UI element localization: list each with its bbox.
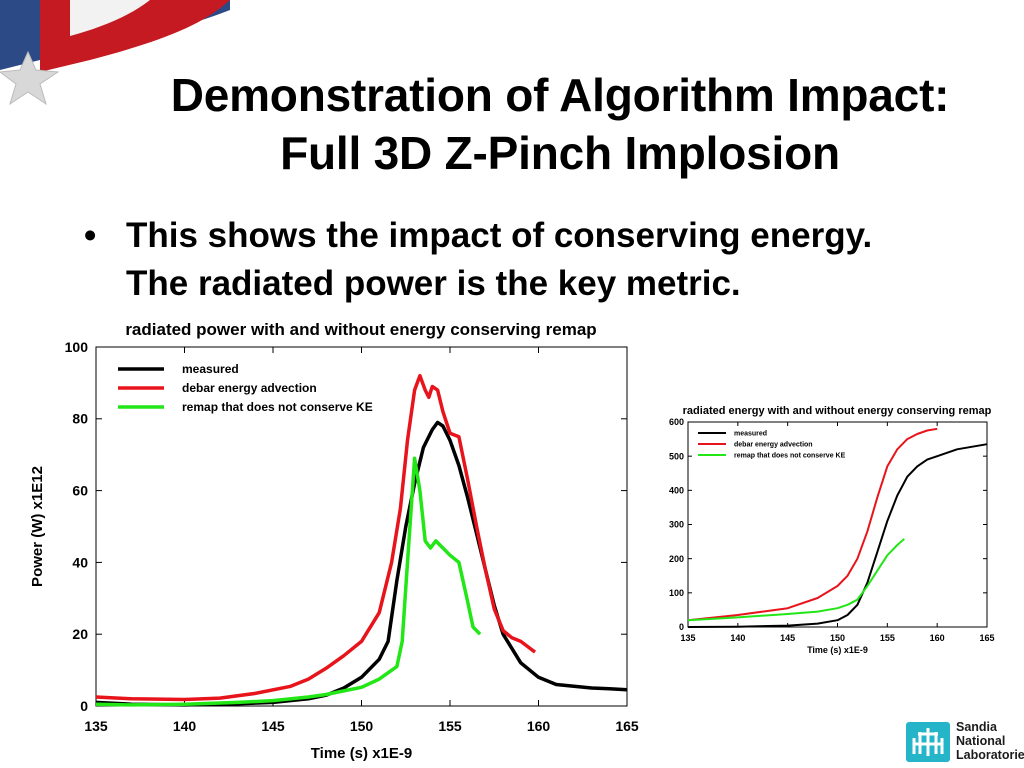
x-tick-label: 165 (615, 718, 639, 734)
x-tick-label: 160 (527, 718, 551, 734)
x-tick-label: 140 (173, 718, 197, 734)
y-tick-label: 100 (669, 588, 684, 598)
x-tick-label: 150 (830, 633, 845, 643)
y-tick-label: 100 (65, 339, 89, 355)
x-tick-label: 165 (979, 633, 994, 643)
sandia-logo: Sandia National Laboratories (906, 718, 1024, 768)
series-line-3 (95, 456, 482, 707)
y-tick-label: 200 (669, 554, 684, 564)
chart-title: radiated energy with and without energy … (683, 405, 992, 417)
y-tick-label: 300 (669, 520, 684, 530)
bullet-text: This shows the impact of conserving ener… (126, 212, 1006, 308)
x-tick-label: 145 (261, 718, 285, 734)
banner-white-stripe (70, 0, 150, 36)
banner-red-stripe (40, 0, 230, 72)
plot-frame (687, 421, 988, 628)
slide-title-line-2: Full 3D Z-Pinch Implosion (280, 127, 840, 179)
x-tick-label: 155 (438, 718, 462, 734)
x-tick-label: 160 (930, 633, 945, 643)
legend-label: measured (182, 362, 239, 376)
flag-banner-graphic (0, 0, 230, 106)
slide-title-line-1: Demonstration of Algorithm Impact: (170, 69, 950, 121)
y-tick-label: 0 (679, 622, 684, 632)
y-tick-label: 0 (80, 698, 88, 714)
y-tick-label: 80 (72, 411, 88, 427)
x-tick-label: 155 (880, 633, 895, 643)
legend-label: debar energy advection (734, 441, 813, 448)
y-axis-label: Power (W) x1E12 (29, 466, 46, 587)
x-axis-label: Time (s) x1E-9 (311, 745, 412, 762)
slide-title: Demonstration of Algorithm Impact: Full … (60, 66, 1024, 182)
star-icon (0, 50, 60, 106)
legend-label: remap that does not conserve KE (182, 400, 373, 414)
logo-line-2: National (956, 734, 1006, 748)
sandia-thunderbird-icon (906, 722, 950, 762)
y-tick-label: 20 (72, 626, 88, 642)
y-tick-label: 40 (72, 554, 88, 570)
y-tick-label: 600 (669, 417, 684, 427)
series-line-2 (95, 373, 537, 702)
bullet-line-2: The radiated power is the key metric. (126, 264, 741, 303)
series-line-3 (687, 538, 905, 622)
logo-line-3: Laboratories (956, 748, 1024, 762)
logo-line-1: Sandia (956, 720, 997, 734)
chart-title: radiated power with and without energy c… (125, 320, 596, 339)
y-tick-label: 400 (669, 485, 684, 495)
legend-label: remap that does not conserve KE (734, 452, 846, 459)
legend-label: measured (734, 430, 767, 437)
x-tick-label: 135 (680, 633, 695, 643)
legend-label: debar energy advection (182, 381, 317, 395)
x-tick-label: 150 (350, 718, 374, 734)
x-tick-label: 135 (84, 718, 108, 734)
series-line-1 (687, 443, 988, 628)
bullet-line-1: This shows the impact of conserving ener… (126, 216, 873, 255)
x-tick-label: 140 (730, 633, 745, 643)
x-tick-label: 145 (780, 633, 795, 643)
sandia-logo-text: Sandia National Laboratories (956, 720, 1024, 762)
y-tick-label: 60 (72, 483, 88, 499)
y-tick-label: 500 (669, 451, 684, 461)
x-axis-label: Time (s) x1E-9 (807, 645, 868, 655)
series-line-2 (687, 427, 938, 622)
plot-frame (95, 346, 628, 707)
series-line-1 (95, 420, 628, 707)
bullet-dot: • (84, 216, 97, 255)
